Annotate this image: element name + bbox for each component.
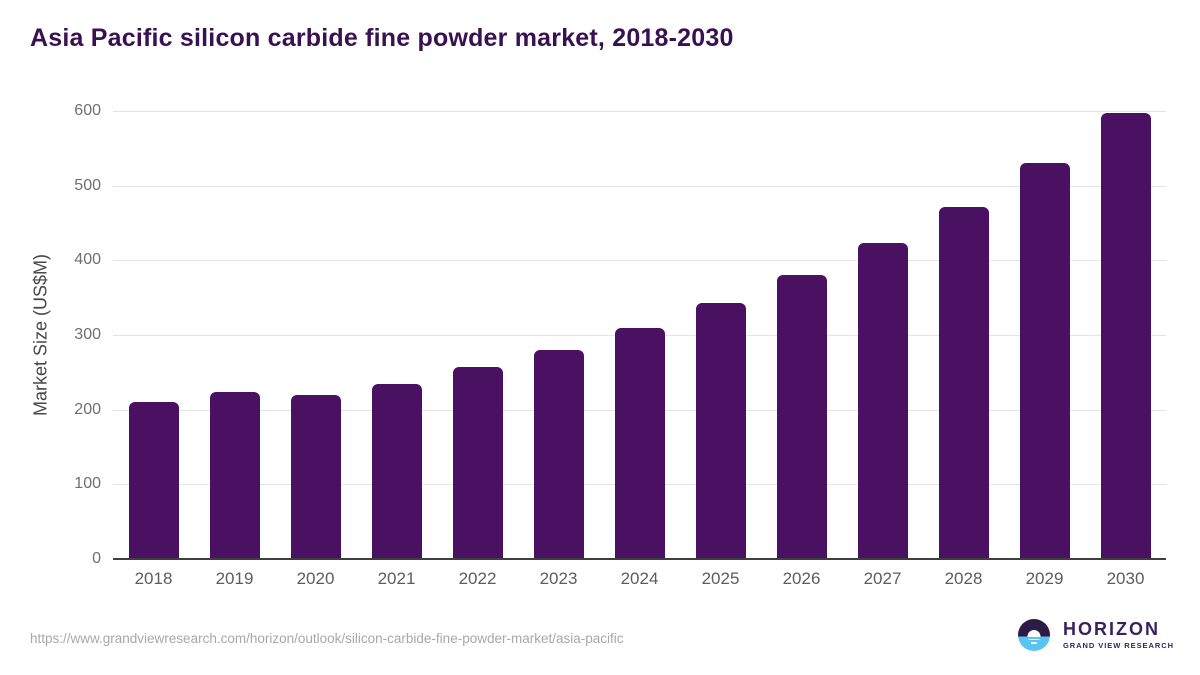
y-tick-200: 200 (74, 400, 101, 418)
y-tick-400: 400 (74, 251, 101, 269)
y-tick-600: 600 (74, 102, 101, 119)
bar-2019 (209, 391, 260, 559)
bar-2026 (776, 275, 827, 559)
bar-slot-2026 (761, 275, 842, 559)
bar-slot-2029 (1004, 163, 1085, 559)
x-label-2029: 2029 (1025, 569, 1064, 588)
bar-2018 (128, 402, 179, 559)
bar-slot-2021 (356, 383, 437, 559)
x-label-2019: 2019 (215, 569, 254, 588)
y-tick-500: 500 (74, 176, 101, 194)
bars (113, 111, 1166, 559)
y-tick-300: 300 (74, 326, 101, 343)
logo-text: HORIZON GRAND VIEW RESEARCH (1063, 620, 1174, 650)
x-label-2020: 2020 (296, 569, 335, 588)
bar-2028 (938, 206, 989, 559)
x-axis-labels: 2018 2019 2020 2021 2022 2023 2024 2025 2026 2027… (113, 569, 1166, 589)
gridline-600 (113, 111, 1166, 112)
y-tick-0: 0 (92, 550, 101, 567)
bar-slot-2024 (599, 327, 680, 559)
x-label-2023: 2023 (539, 569, 578, 588)
bar-slot-2030 (1085, 112, 1166, 559)
bar-2024 (614, 327, 665, 559)
bar-slot-2020 (275, 394, 356, 559)
horizon-sunrise-icon (1018, 619, 1050, 651)
y-tick-100: 100 (74, 475, 101, 493)
plot-area (113, 111, 1166, 560)
x-label-2022: 2022 (458, 569, 497, 588)
bar-2021 (371, 383, 422, 559)
bar-slot-2023 (518, 349, 599, 559)
water-line-icon (1028, 638, 1040, 641)
source-url: https://www.grandviewresearch.com/horizo… (30, 631, 624, 646)
horizon-logo: HORIZON GRAND VIEW RESEARCH (1018, 619, 1174, 651)
x-label-2027: 2027 (863, 569, 902, 588)
bar-slot-2027 (842, 243, 923, 559)
bar-2022 (452, 367, 503, 559)
bar-slot-2028 (923, 206, 1004, 559)
x-label-2026: 2026 (782, 569, 821, 588)
x-label-2028: 2028 (944, 569, 983, 588)
bar-2025 (695, 302, 746, 559)
gridline-400 (113, 260, 1166, 262)
logo-tagline: GRAND VIEW RESEARCH (1063, 641, 1174, 650)
x-label-2030: 2030 (1106, 569, 1145, 588)
gridline-500 (113, 185, 1166, 187)
x-label-2025: 2025 (701, 569, 740, 588)
x-label-2018: 2018 (134, 569, 173, 588)
sun-icon (1027, 630, 1041, 637)
bar-slot-2019 (194, 391, 275, 559)
bar-slot-2025 (680, 302, 761, 559)
x-axis-line (113, 558, 1166, 560)
bar-2030 (1100, 112, 1151, 559)
water-line-icon (1031, 642, 1037, 644)
y-tick-labels: 0 100 200 300 400 500 600 (0, 102, 101, 567)
bar-2029 (1019, 163, 1070, 559)
x-label-2021: 2021 (377, 569, 416, 588)
bar-2023 (533, 349, 584, 559)
bar-2027 (857, 243, 908, 559)
bar-2020 (290, 394, 341, 559)
x-label-2024: 2024 (620, 569, 659, 588)
chart-title: Asia Pacific silicon carbide fine powder… (30, 24, 734, 52)
bar-slot-2022 (437, 367, 518, 559)
logo-brand: HORIZON (1063, 619, 1160, 639)
bar-slot-2018 (113, 402, 194, 559)
